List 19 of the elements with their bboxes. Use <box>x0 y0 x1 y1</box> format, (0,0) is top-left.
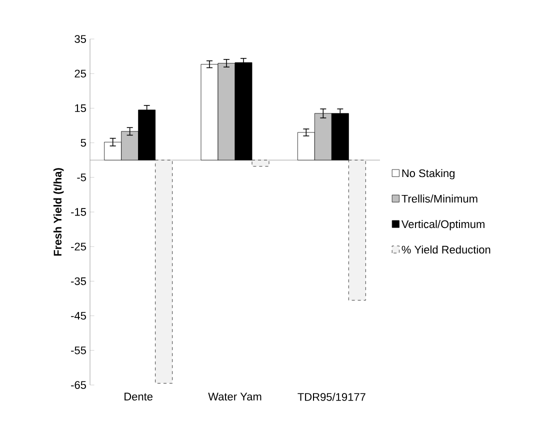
y-tick-label: 5 <box>80 138 86 147</box>
legend-label: Trellis/Minimum <box>402 194 478 203</box>
x-tick-label: TDR95/19177 <box>298 392 366 401</box>
y-tick-label: -65 <box>71 381 86 389</box>
y-axis-title: Fresh Yield (t/ha) <box>53 168 64 256</box>
y-tick-label: 15 <box>75 104 86 112</box>
legend-label: No Staking <box>402 169 454 180</box>
y-tick-label: -5 <box>77 174 86 182</box>
y-tick-label: -35 <box>71 277 86 286</box>
legend-label: % Yield Reduction <box>402 245 490 254</box>
y-tick-label: -25 <box>71 242 86 250</box>
legend-label: Vertical/Optimum <box>401 220 484 230</box>
x-tick-label: Dente <box>124 392 153 400</box>
y-tick-label: 25 <box>74 70 86 78</box>
x-tick-label: Water Yam <box>208 392 262 400</box>
y-tick-label: -45 <box>71 312 86 320</box>
y-tick-label: -15 <box>71 208 86 216</box>
y-tick-label: -55 <box>71 346 86 354</box>
y-tick-label: 35 <box>74 35 86 43</box>
